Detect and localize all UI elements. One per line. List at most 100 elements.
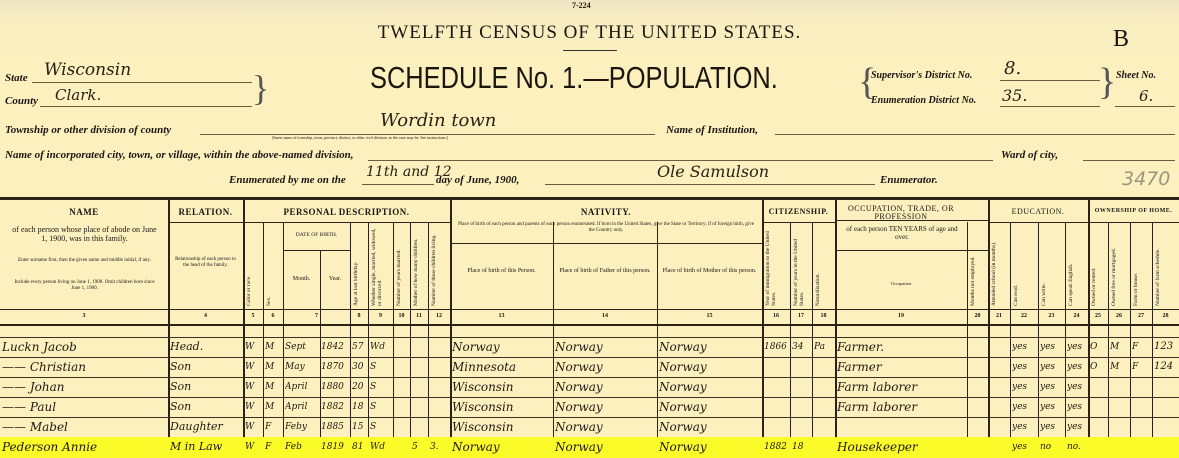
- column-number-11: 11: [416, 313, 422, 319]
- supervisor-field: 8.: [1000, 58, 1100, 81]
- column-number-17: 17: [798, 313, 804, 319]
- header-label-col-17: Number of years in the United States.: [793, 238, 805, 306]
- header-divider: [988, 222, 1179, 223]
- cell-read: yes: [1012, 342, 1028, 352]
- cell-write: yes: [1040, 342, 1056, 352]
- title-ornament: [563, 50, 617, 51]
- column-number-23: 23: [1048, 313, 1055, 319]
- township-label: Township or other division of county: [5, 124, 172, 136]
- supervisor-label: Supervisor's District No.: [871, 70, 973, 81]
- cell-age: 20: [352, 382, 364, 392]
- column-divider: [168, 200, 170, 458]
- header-divider: [835, 250, 988, 251]
- cell-marital: S: [370, 362, 377, 372]
- cell-birth-year: 1819: [321, 442, 344, 452]
- county-field: Clark.: [40, 86, 252, 107]
- bracket-left: {: [858, 61, 877, 103]
- header-divider: [283, 250, 350, 251]
- supervisor-value: 8.: [1004, 58, 1022, 79]
- cell-mother-birthplace: Norway: [659, 420, 707, 434]
- cell-marital: S: [370, 422, 377, 432]
- cell-sex: M: [265, 362, 275, 372]
- table-row: —— Johan Son W M April 1880 20 S Wisconsin Norway…: [0, 377, 1179, 397]
- table-row: Luckn Jacob Head. W M Sept 1842 57 Wd Norway Norw…: [0, 337, 1179, 357]
- header-name-note1: Enter surname first, then the given name…: [18, 258, 151, 263]
- cell-marital: Wd: [370, 442, 386, 452]
- column-number-24: 24: [1073, 313, 1080, 319]
- cell-birth-month: May: [285, 362, 305, 372]
- header-label-col-9: Whether single, married, widowed, or div…: [371, 228, 383, 306]
- column-number-13: 13: [498, 313, 505, 319]
- state-field: Wisconsin: [32, 60, 252, 83]
- header-label-col-20: Months not employed.: [970, 256, 976, 306]
- header-label-col-26: Owned free or mortgaged.: [1111, 247, 1117, 306]
- header-name-desc: of each person whose place of abode on J…: [12, 225, 157, 243]
- cell-birth-month: April: [285, 402, 308, 412]
- header-citizenship: CITIZENSHIP.: [768, 207, 829, 216]
- cell-mother-birthplace: Norway: [659, 440, 707, 454]
- ward-field: [1083, 146, 1175, 161]
- state-label: State: [5, 72, 28, 84]
- cell-color: W: [245, 422, 255, 432]
- cell-english: yes: [1067, 382, 1083, 392]
- column-number-9: 9: [379, 313, 382, 319]
- column-divider: [1088, 200, 1090, 458]
- enumeration-district-field: 35.: [1000, 86, 1100, 107]
- cell-name: —— Mabel: [2, 420, 68, 434]
- table-row: —— Christian Son W M May 1870 30 S Minnesota Norw…: [0, 357, 1179, 377]
- cell-naturalization: Pa: [814, 342, 826, 352]
- column-divider: [283, 222, 284, 458]
- header-divider: [168, 222, 243, 223]
- cell-color: W: [245, 362, 255, 372]
- sheet-label: Sheet No.: [1116, 70, 1156, 81]
- enumerator-field: Ole Samulson: [545, 162, 875, 185]
- county-value: Clark.: [55, 86, 102, 104]
- cell-sex: M: [265, 402, 275, 412]
- cell-relation: Daughter: [170, 420, 223, 433]
- cell-name: —— Paul: [2, 400, 57, 414]
- header-birth-father: Place of birth of Father of this person.: [559, 268, 651, 274]
- cell-age: 18: [352, 402, 364, 412]
- header-occupation-sub: Occupation: [890, 281, 912, 286]
- column-number-25: 25: [1095, 313, 1101, 319]
- column-number-21: 21: [996, 313, 1002, 319]
- column-number-7: 7: [315, 313, 318, 319]
- township-field: Wordin town: [200, 110, 655, 135]
- cell-birthplace: Wisconsin: [452, 420, 514, 434]
- cell-relation: Son: [170, 400, 192, 413]
- cell-sex: F: [265, 442, 272, 452]
- header-label-col-5: Color or race.: [246, 275, 252, 306]
- enumerated-days-field: 11th and 12: [362, 164, 452, 185]
- cell-birth-year: 1870: [321, 362, 344, 372]
- column-divider: [1010, 222, 1011, 458]
- column-divider: [988, 200, 990, 458]
- column-number-27: 27: [1138, 313, 1144, 319]
- cell-free-mortgaged: M: [1110, 342, 1120, 352]
- pencil-number: 3470: [1122, 168, 1171, 190]
- column-divider: [243, 200, 245, 458]
- table-row: —— Mabel Daughter W F Feby 1885 15 S Wisconsin No…: [0, 417, 1179, 437]
- column-number-15: 15: [706, 313, 713, 319]
- cell-birth-year: 1842: [321, 342, 344, 352]
- column-divider: [553, 222, 554, 458]
- table-row: Pederson Annie M in Law W F Feb 1819 81 Wd 5 3. No…: [0, 437, 1179, 457]
- cell-read: yes: [1012, 442, 1028, 452]
- cell-occupation: Farm laborer: [837, 380, 918, 394]
- cell-birthplace: Wisconsin: [452, 380, 514, 394]
- column-divider: [812, 222, 813, 458]
- state-value: Wisconsin: [44, 60, 132, 80]
- header-relation-desc: Relationship of each person to the head …: [175, 257, 236, 268]
- column-divider: [450, 200, 452, 458]
- cell-birthplace: Norway: [452, 340, 500, 354]
- cell-children-living: 3.: [430, 442, 439, 452]
- header-relation: RELATION.: [178, 207, 233, 217]
- column-divider: [967, 222, 968, 458]
- cell-owned: O: [1090, 362, 1098, 372]
- census-title: TWELFTH CENSUS OF THE UNITED STATES.: [377, 22, 802, 43]
- row-divider: [0, 357, 1179, 358]
- cell-immigration-year: 1882: [764, 442, 787, 452]
- cell-birthplace: Minnesota: [452, 360, 517, 374]
- cell-english: yes: [1067, 362, 1083, 372]
- table-top-border: [0, 197, 1179, 200]
- cell-marital: S: [370, 402, 377, 412]
